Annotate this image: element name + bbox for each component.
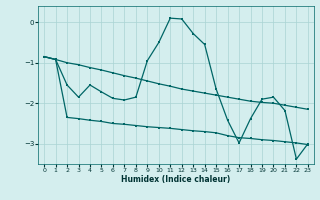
X-axis label: Humidex (Indice chaleur): Humidex (Indice chaleur) <box>121 175 231 184</box>
